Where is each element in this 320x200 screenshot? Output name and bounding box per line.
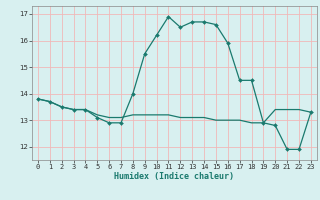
X-axis label: Humidex (Indice chaleur): Humidex (Indice chaleur) — [115, 172, 234, 181]
